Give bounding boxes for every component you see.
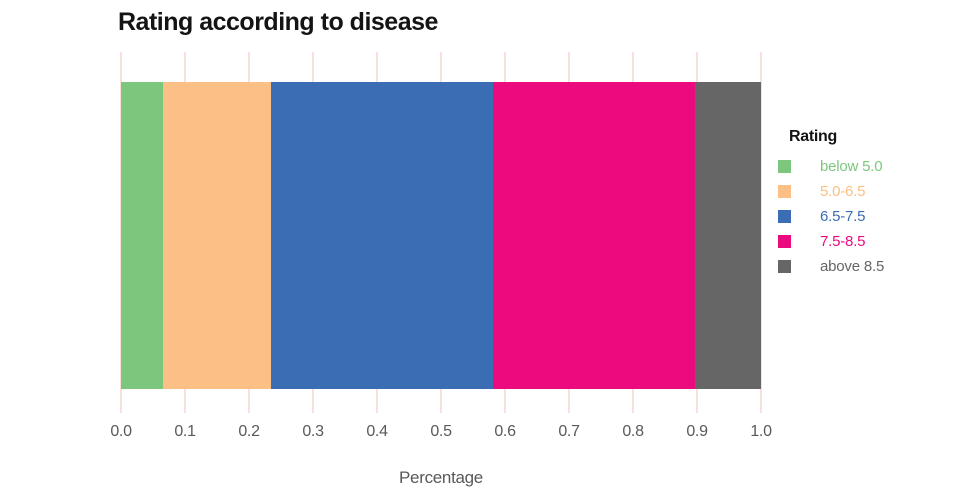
legend-item: above 8.5 [778,254,948,279]
legend-swatch-icon [778,235,791,248]
x-tick-label: 0.2 [238,423,260,440]
chart-title: Rating according to disease [118,8,438,36]
legend-item: 6.5-7.5 [778,204,948,229]
legend-swatch-icon [778,185,791,198]
legend-item: 5.0-6.5 [778,179,948,204]
x-tick-label: 0.4 [366,423,388,440]
x-axis-ticks: 0.0 0.1 0.2 0.3 0.4 0.5 0.6 0.7 0.8 0.9 1.0 [110,423,772,443]
x-tick-label: 0.9 [686,423,708,440]
legend-swatch-icon [778,260,791,273]
gridline [760,52,762,413]
bar-segment-below-5.0 [121,82,164,389]
stacked-bar [121,82,761,389]
legend-swatch-icon [778,210,791,223]
legend: Rating below 5.0 5.0-6.5 6.5-7.5 7.5-8.5 abo… [778,128,948,279]
x-tick-label: 1.0 [750,423,772,440]
legend-title: Rating [789,128,837,145]
legend-label: 6.5-7.5 [820,208,866,225]
x-tick-label: 0.5 [430,423,452,440]
x-tick-label: 0.1 [174,423,196,440]
legend-items: below 5.0 5.0-6.5 6.5-7.5 7.5-8.5 above 8.5 [778,154,948,279]
bar-segment-6.5-7.5 [271,82,494,389]
legend-item: 7.5-8.5 [778,229,948,254]
x-tick-label: 0.3 [302,423,324,440]
legend-label: 7.5-8.5 [820,233,866,250]
legend-swatch-icon [778,160,791,173]
bar-segment-above-8.5 [695,82,761,389]
bar-segment-7.5-8.5 [493,82,696,389]
plot-area [120,52,762,413]
legend-item: below 5.0 [778,154,948,179]
legend-label: above 8.5 [820,258,885,275]
x-tick-label: 0.0 [110,423,132,440]
legend-label: 5.0-6.5 [820,183,866,200]
x-tick-label: 0.8 [622,423,644,440]
x-tick-label: 0.6 [494,423,516,440]
bar-segment-5.0-6.5 [163,82,272,389]
legend-label: below 5.0 [820,158,883,175]
x-axis-title: Percentage [399,468,483,487]
x-tick-label: 0.7 [558,423,580,440]
